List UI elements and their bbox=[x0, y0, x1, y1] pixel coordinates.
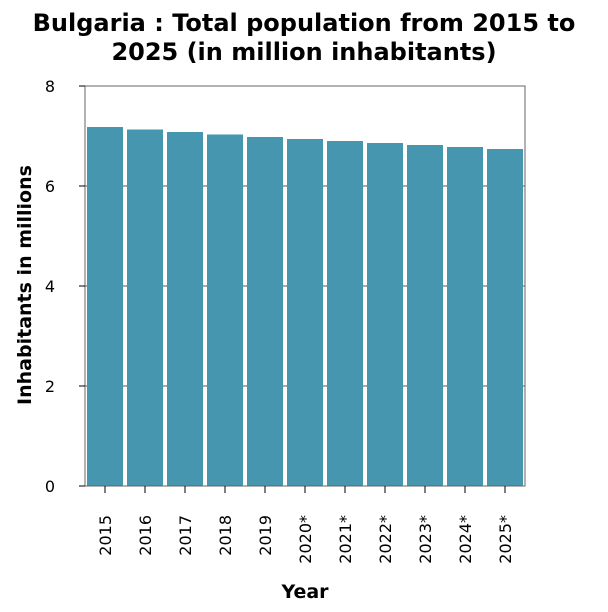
x-tick-label: 2021* bbox=[336, 515, 355, 564]
bar-2015 bbox=[87, 127, 123, 486]
y-axis-label: Inhabitants in millions bbox=[14, 165, 36, 405]
x-tick-label: 2018 bbox=[216, 515, 235, 556]
bar-2019 bbox=[247, 137, 283, 486]
bar-2023-proj bbox=[407, 145, 443, 486]
x-axis-label: Year bbox=[280, 581, 329, 603]
y-tick-label: 2 bbox=[45, 377, 55, 396]
chart-title-line-1: Bulgaria : Total population from 2015 to bbox=[33, 9, 576, 37]
x-tick-label: 2020* bbox=[296, 515, 315, 564]
y-tick-label: 6 bbox=[45, 177, 55, 196]
y-axis-ticks: 0 2 4 6 8 bbox=[45, 77, 85, 496]
x-tick-label: 2019 bbox=[256, 515, 275, 556]
y-tick-label: 4 bbox=[45, 277, 55, 296]
bar-2022-proj bbox=[367, 143, 403, 486]
x-tick-label: 2023* bbox=[416, 515, 435, 564]
bar-2024-proj bbox=[447, 147, 483, 486]
chart-title-line-2: 2025 (in million inhabitants) bbox=[111, 38, 496, 66]
bars bbox=[87, 127, 523, 486]
bar-2017 bbox=[167, 132, 203, 486]
x-tick-label: 2017 bbox=[176, 515, 195, 556]
x-tick-label: 2016 bbox=[136, 515, 155, 556]
bar-2020-proj bbox=[287, 139, 323, 486]
bar-2016 bbox=[127, 129, 163, 486]
x-axis-ticks: 2015 2016 2017 2018 2019 2020* 2021* 2022* 2023*… bbox=[96, 486, 515, 564]
x-tick-label: 2015 bbox=[96, 515, 115, 556]
bar-2018 bbox=[207, 134, 243, 486]
y-tick-label: 8 bbox=[45, 77, 55, 96]
bar-2021-proj bbox=[327, 141, 363, 486]
x-tick-label: 2024* bbox=[456, 515, 475, 564]
y-tick-label: 0 bbox=[45, 477, 55, 496]
x-tick-label: 2022* bbox=[376, 515, 395, 564]
x-tick-label: 2025* bbox=[496, 515, 515, 564]
bar-2025-proj bbox=[487, 149, 523, 486]
